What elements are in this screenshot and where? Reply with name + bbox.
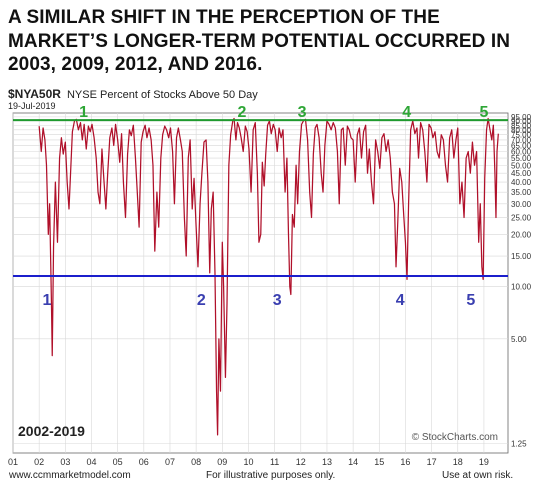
footer-left[interactable]: www.ccmmarketmodel.com: [9, 470, 131, 481]
chart-date: 19-Jul-2019: [8, 101, 56, 111]
y-axis: 95.0090.0085.0080.0075.0070.0065.0060.00…: [511, 113, 532, 448]
lower-annotation-number: 2: [197, 292, 206, 309]
x-tick-label: 13: [322, 457, 332, 467]
x-tick-label: 04: [86, 457, 96, 467]
chart-title: $NYA50R NYSE Percent of Stocks Above 50 …: [8, 87, 258, 101]
x-tick-label: 05: [113, 457, 123, 467]
x-tick-label: 02: [34, 457, 44, 467]
x-tick-label: 17: [427, 457, 437, 467]
y-tick-label: 95.00: [511, 113, 532, 122]
chart-name: NYSE Percent of Stocks Above 50 Day: [66, 89, 258, 101]
y-tick-label: 40.00: [511, 178, 532, 187]
x-tick-label: 19: [479, 457, 489, 467]
upper-annotation-number: 2: [237, 104, 246, 121]
lower-annotations: 1 2 3 4 5: [43, 292, 476, 309]
y-tick-label: 35.00: [511, 188, 532, 197]
plot-frame: [12, 112, 509, 454]
lower-annotation-number: 1: [43, 292, 52, 309]
x-tick-label: 15: [374, 457, 384, 467]
y-tick-label: 70.00: [511, 136, 532, 145]
x-tick-label: 10: [243, 457, 253, 467]
y-tick-label: 5.00: [511, 335, 527, 344]
footer-center: For illustrative purposes only.: [206, 470, 336, 481]
x-tick-label: 08: [191, 457, 201, 467]
y-tick-label: 80.00: [511, 126, 532, 135]
x-tick-label: 03: [60, 457, 70, 467]
lower-annotation-number: 3: [273, 292, 282, 309]
upper-annotations: 1 2 3 4 5: [79, 104, 488, 121]
y-tick-label: 20.00: [511, 230, 532, 239]
chart-symbol: $NYA50R: [8, 87, 61, 101]
y-tick-label: 55.00: [511, 154, 532, 163]
x-tick-label: 07: [165, 457, 175, 467]
x-tick-label: 06: [139, 457, 149, 467]
series-layer: [38, 117, 499, 436]
upper-annotation-number: 5: [479, 104, 488, 121]
headline: A SIMILAR SHIFT IN THE PERCEPTION OF THE…: [8, 6, 538, 77]
x-tick-label: 01: [8, 457, 18, 467]
upper-annotation-number: 3: [298, 104, 307, 121]
y-tick-label: 75.00: [511, 131, 532, 140]
y-tick-label: 45.00: [511, 169, 532, 178]
y-tick-label: 50.00: [511, 161, 532, 170]
headline-line-2: MARKET’S LONGER-TERM POTENTIAL OCCURRED …: [8, 30, 511, 52]
x-tick-label: 12: [296, 457, 306, 467]
y-tick-label: 65.00: [511, 141, 532, 150]
headline-line-1: A SIMILAR SHIFT IN THE PERCEPTION OF THE: [8, 7, 440, 28]
y-tick-label: 10.00: [511, 283, 532, 292]
upper-annotation-number: 4: [402, 104, 411, 121]
y-tick-label: 60.00: [511, 148, 532, 157]
y-tick-label: 85.00: [511, 121, 532, 130]
x-axis: 01 02 03 04 05 06 07 08 09 10 11 12 13 14 15 16 17 18 19: [8, 457, 489, 467]
lower-annotation-number: 5: [466, 292, 475, 309]
lower-annotation-number: 4: [396, 292, 405, 309]
period-label: 2002-2019: [18, 423, 85, 439]
y-tick-label: 25.00: [511, 214, 532, 223]
x-tick-label: 18: [453, 457, 463, 467]
x-tick-label: 11: [270, 457, 279, 467]
y-tick-label: 30.00: [511, 200, 532, 209]
y-tick-label: 15.00: [511, 252, 532, 261]
x-tick-label: 09: [217, 457, 227, 467]
watermark: © StockCharts.com: [412, 432, 498, 443]
upper-annotation-number: 1: [79, 104, 88, 121]
x-tick-label: 14: [348, 457, 358, 467]
headline-line-3: 2003, 2009, 2012, AND 2016.: [8, 54, 263, 75]
y-tick-label: 1.25: [511, 439, 527, 448]
x-tick-label: 16: [400, 457, 410, 467]
footer-right: Use at own risk.: [442, 470, 514, 481]
reference-lines: [13, 119, 508, 278]
gridlines: [12, 113, 508, 453]
y-tick-label: 90.00: [511, 117, 532, 126]
series-line: [38, 117, 499, 436]
